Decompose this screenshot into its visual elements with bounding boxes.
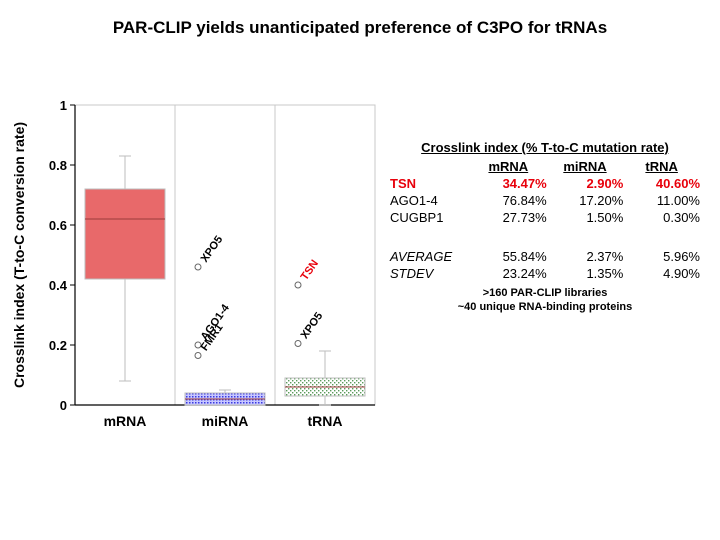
- y-tick-label: 0.4: [49, 278, 68, 293]
- outlier-point: [294, 340, 302, 347]
- col-header-mrna: mRNA: [488, 159, 529, 174]
- cell-mirna: 17.20%: [579, 193, 624, 208]
- cell-mrna: 76.84%: [502, 193, 547, 208]
- cell-trna: 11.00%: [656, 193, 700, 208]
- row-stdev: STDEV 23.24% 1.35% 4.90%: [390, 265, 700, 282]
- y-tick-label: 0.2: [49, 338, 67, 353]
- row-tsn: TSN 34.47% 2.90% 40.60%: [390, 175, 700, 192]
- cell-mirna: 1.35%: [586, 266, 624, 281]
- row-average: AVERAGE 55.84% 2.37% 5.96%: [390, 248, 700, 265]
- cell-mrna: 27.73%: [502, 210, 547, 225]
- row-label: STDEV: [390, 266, 434, 281]
- stats-header-row: mRNA miRNA tRNA: [390, 158, 700, 175]
- slide-title: PAR-CLIP yields unanticipated preference…: [112, 18, 608, 37]
- cell-trna: 0.30%: [663, 210, 700, 225]
- y-axis-label: Crosslink index (T-to-C conversion rate): [11, 122, 27, 388]
- cell-mirna: 2.37%: [586, 249, 624, 264]
- cell-mirna: 1.50%: [586, 210, 624, 225]
- box-mRNA: [84, 188, 166, 280]
- x-tick-label: mRNA: [104, 413, 147, 429]
- row-ago1-4: AGO1-4 76.84% 17.20% 11.00%: [390, 192, 700, 209]
- cell-mrna: 34.47%: [502, 176, 547, 191]
- y-tick-label: 0.8: [49, 158, 67, 173]
- y-tick-label: 1: [60, 98, 67, 113]
- note-line-2: ~40 unique RNA-binding proteins: [457, 301, 633, 313]
- stats-header-blank: [390, 158, 470, 175]
- note-line-1: >160 PAR-CLIP libraries: [482, 287, 608, 299]
- crosslink-stats: Crosslink index (% T-to-C mutation rate)…: [390, 140, 700, 314]
- row-label: TSN: [390, 176, 416, 191]
- cell-trna: 4.90%: [663, 266, 700, 281]
- x-tick-label: miRNA: [202, 413, 249, 429]
- row-label: AVERAGE: [390, 249, 453, 264]
- col-header-trna: tRNA: [645, 159, 678, 174]
- cell-trna: 40.60%: [655, 176, 700, 191]
- cell-trna: 5.96%: [663, 249, 700, 264]
- col-header-mirna: miRNA: [563, 159, 607, 174]
- y-tick-label: 0.6: [49, 218, 67, 233]
- outlier-point: [194, 341, 202, 349]
- outlier-point: [294, 281, 302, 289]
- row-label: AGO1-4: [390, 193, 438, 208]
- x-tick-label: tRNA: [308, 413, 343, 429]
- outlier-point: [194, 263, 202, 271]
- row-cugbp1: CUGBP1 27.73% 1.50% 0.30%: [390, 209, 700, 226]
- cell-mrna: 55.84%: [502, 249, 547, 264]
- spacer-row: [390, 226, 700, 248]
- cell-mrna: 23.24%: [502, 266, 547, 281]
- y-tick-label: 0: [60, 398, 67, 413]
- libraries-note: >160 PAR-CLIP libraries ~40 unique RNA-b…: [390, 286, 700, 314]
- cell-mirna: 2.90%: [586, 176, 624, 191]
- outlier-point: [194, 352, 202, 359]
- row-label: CUGBP1: [390, 210, 444, 225]
- stats-table: mRNA miRNA tRNA TSN 34.47% 2.90% 40.60% …: [390, 158, 700, 282]
- stats-title: Crosslink index (% T-to-C mutation rate): [421, 140, 669, 155]
